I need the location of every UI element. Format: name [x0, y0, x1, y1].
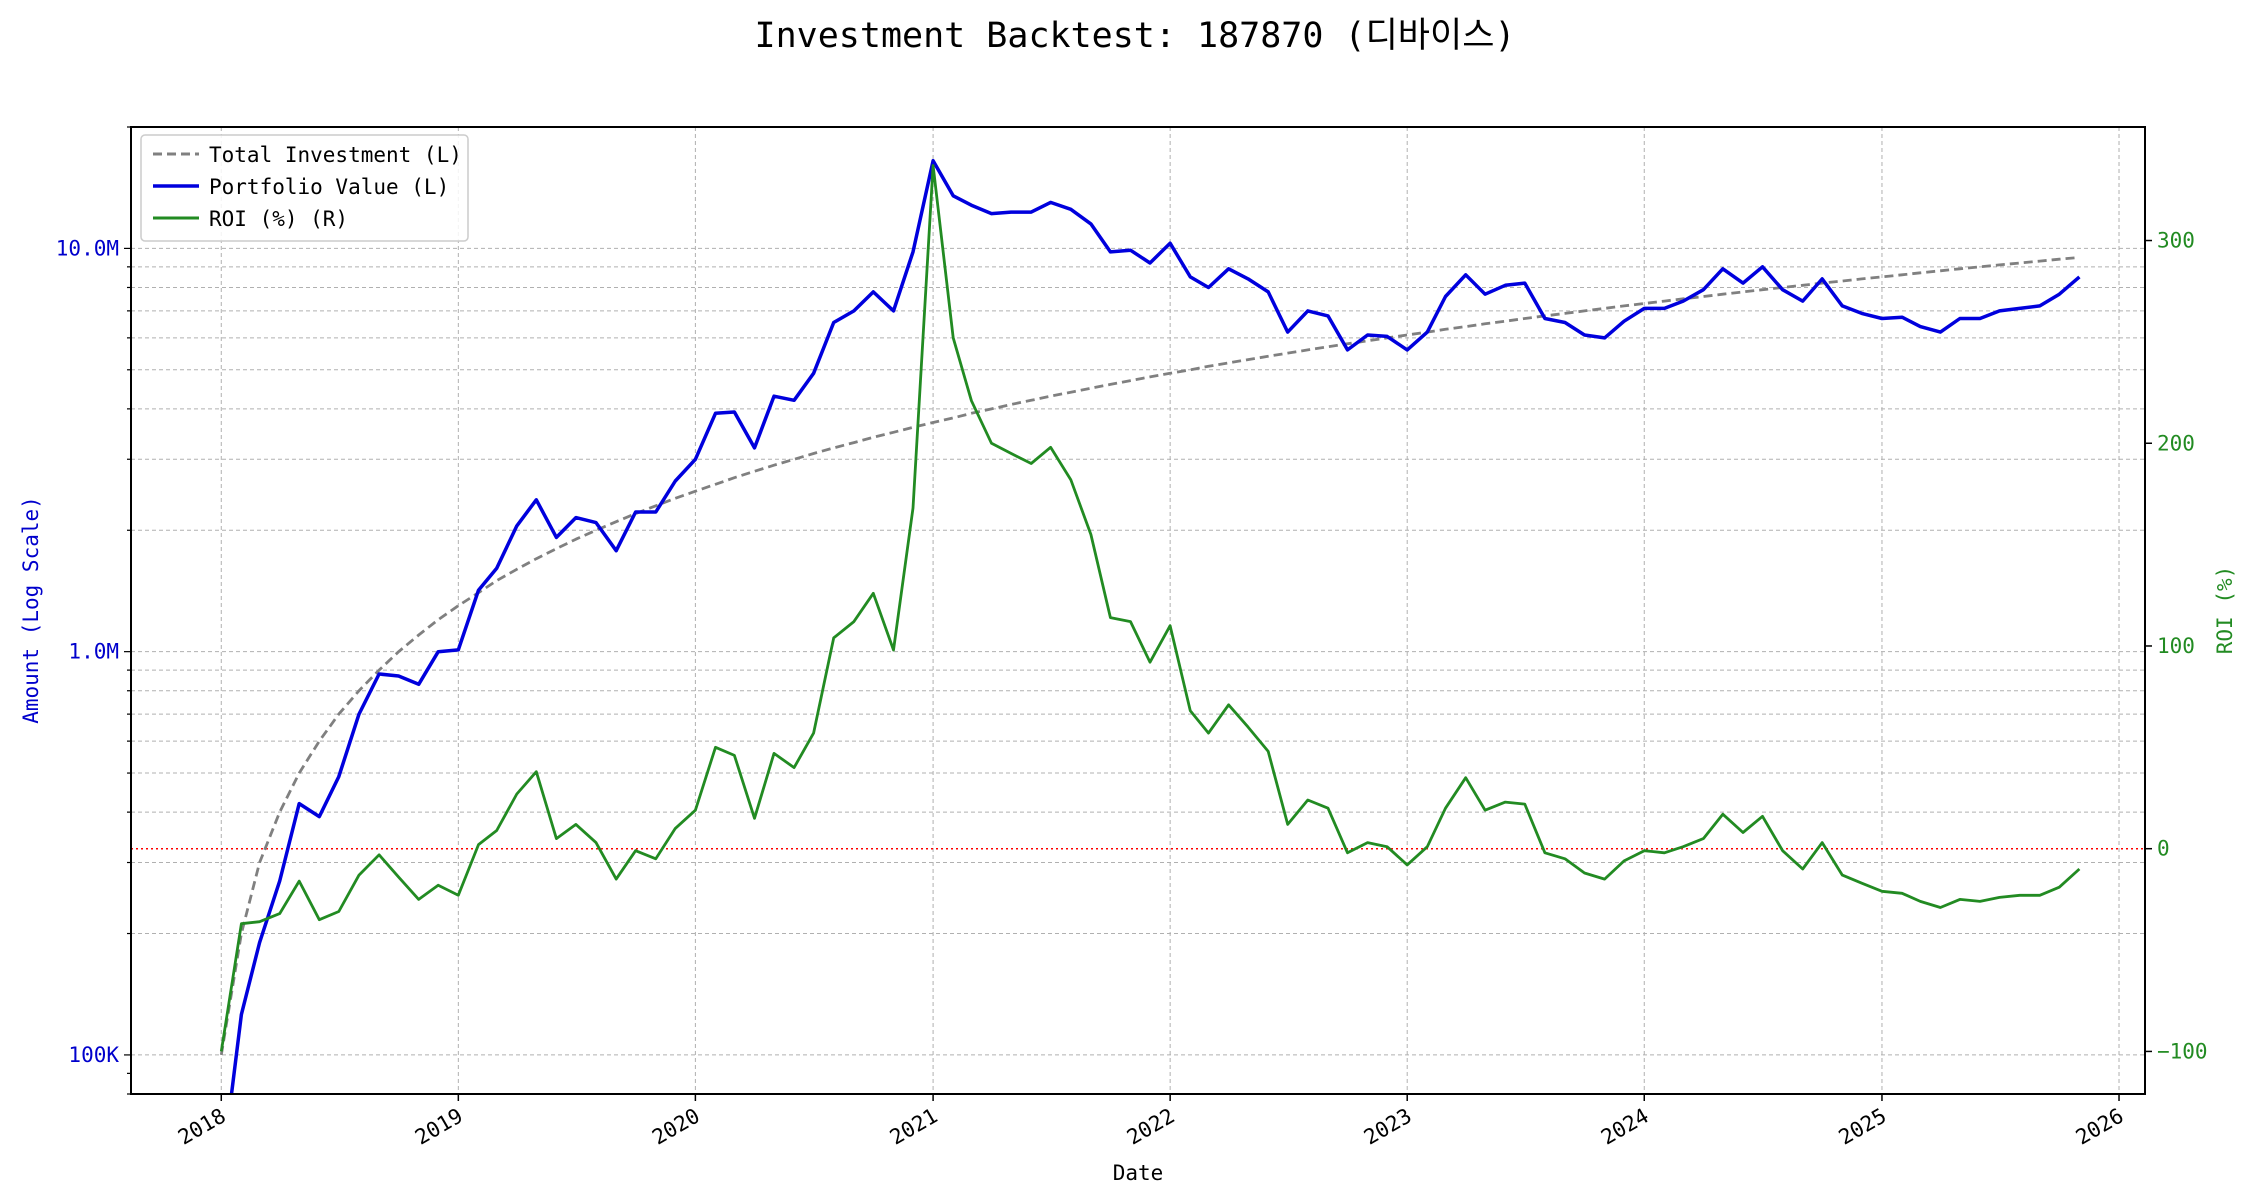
series-layer	[131, 158, 2145, 1094]
left-tick-label: 1.0M	[68, 640, 119, 664]
left-tick-label: 10.0M	[56, 236, 119, 260]
x-tick-label: 2024	[1597, 1104, 1653, 1150]
right-y-axis: −100 0 100 200 300	[2145, 229, 2208, 1063]
x-tick-label: 2022	[1123, 1104, 1179, 1150]
right-y-axis-label: ROI (%)	[2213, 566, 2237, 655]
right-tick-label: 300	[2157, 229, 2195, 253]
left-y-axis-label: Amount (Log Scale)	[19, 496, 43, 724]
x-tick-label: 2023	[1360, 1104, 1416, 1150]
right-tick-label: 0	[2157, 837, 2170, 861]
total-investment-line	[219, 256, 2080, 1056]
roi-line	[219, 164, 2081, 1052]
right-tick-label: 100	[2157, 634, 2195, 658]
right-tick-label: −100	[2157, 1039, 2208, 1063]
portfolio-value-line	[229, 158, 2081, 1094]
x-axis: 2018 2019 2020 2021 2022 2023 2024 2025 2026	[174, 1094, 2128, 1150]
right-tick-label: 200	[2157, 431, 2195, 455]
chart-title: Investment Backtest: 187870 (디바이스)	[755, 16, 1516, 56]
grid	[131, 126, 2145, 1094]
plot-frame	[130, 126, 2146, 1095]
x-tick-label: 2020	[648, 1104, 704, 1150]
left-tick-label: 100K	[68, 1043, 119, 1067]
x-tick-label: 2025	[1835, 1104, 1891, 1150]
x-tick-label: 2018	[174, 1104, 230, 1150]
x-axis-label: Date	[1113, 1161, 1164, 1185]
x-tick-label: 2026	[2072, 1104, 2128, 1150]
legend-label-total-investment: Total Investment (L)	[209, 143, 462, 167]
x-tick-label: 2021	[886, 1104, 942, 1150]
plot-area	[130, 126, 2146, 1095]
x-tick-label: 2019	[411, 1104, 467, 1150]
legend-box	[140, 134, 469, 242]
legend-label-roi: ROI (%) (R)	[209, 207, 348, 231]
legend-label-portfolio-value: Portfolio Value (L)	[209, 175, 449, 199]
legend: Total Investment (L) Portfolio Value (L)…	[140, 134, 469, 242]
left-y-axis: 100K 1.0M 10.0M	[56, 126, 131, 1095]
